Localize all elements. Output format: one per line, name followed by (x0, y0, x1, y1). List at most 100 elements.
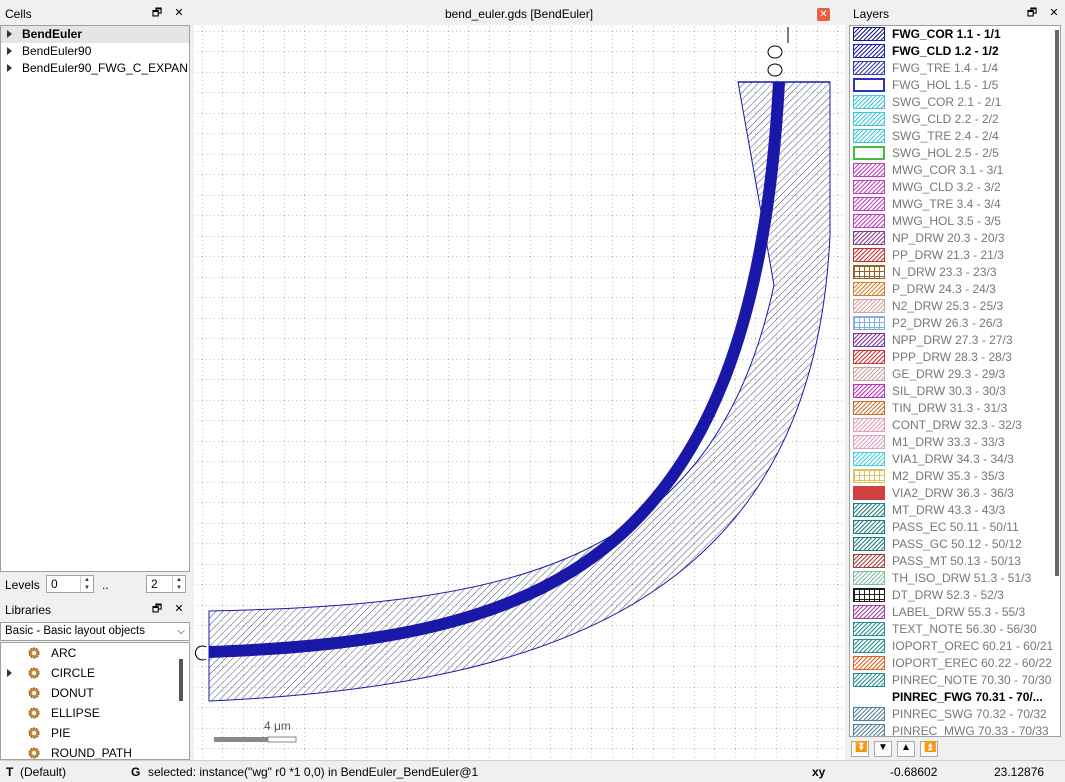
layer-swatch[interactable] (853, 316, 885, 330)
layer-swatch[interactable] (853, 265, 885, 279)
layer-swatch[interactable] (853, 503, 885, 517)
close-icon[interactable]: ✕ (174, 603, 184, 615)
layer-swatch[interactable] (853, 588, 885, 602)
library-select[interactable]: Basic - Basic layout objects ⌵ (0, 622, 190, 641)
levels-from-spinner[interactable]: 0 ▲ ▼ (46, 575, 94, 593)
library-item[interactable]: ARC (1, 643, 189, 663)
layer-item[interactable]: P_DRW 24.3 - 24/3 (850, 281, 1060, 298)
layers-list[interactable]: FWG_COR 1.1 - 1/1 FWG_CLD 1.2 - 1/2 FWG_TR… (849, 25, 1061, 737)
library-item[interactable]: ELLIPSE (1, 703, 189, 723)
layer-swatch[interactable] (853, 333, 885, 347)
layer-item[interactable]: VIA2_DRW 36.3 - 36/3 (850, 485, 1060, 502)
layer-item[interactable]: PPP_DRW 28.3 - 28/3 (850, 349, 1060, 366)
float-icon[interactable]: 🗗 (151, 603, 163, 615)
cells-tree[interactable]: BendEuler BendEuler90 BendEuler90_FWG_C_… (0, 25, 190, 572)
levels-to-spinner[interactable]: 2 ▲ ▼ (146, 575, 186, 593)
layer-swatch[interactable] (853, 129, 885, 143)
expand-icon[interactable] (7, 669, 12, 677)
layer-item[interactable]: MWG_TRE 3.4 - 3/4 (850, 196, 1060, 213)
layer-swatch[interactable] (853, 384, 885, 398)
layer-item[interactable]: SWG_COR 2.1 - 2/1 (850, 94, 1060, 111)
cell-item-bendeuler[interactable]: BendEuler (1, 26, 189, 43)
layer-item[interactable]: M2_DRW 35.3 - 35/3 (850, 468, 1060, 485)
layer-swatch[interactable] (853, 690, 885, 704)
layer-item[interactable]: FWG_CLD 1.2 - 1/2 (850, 43, 1060, 60)
layer-item[interactable]: LABEL_DRW 55.3 - 55/3 (850, 604, 1060, 621)
layer-item[interactable]: FWG_TRE 1.4 - 1/4 (850, 60, 1060, 77)
spinner-arrows-icon[interactable]: ▲ ▼ (172, 576, 185, 592)
expand-icon[interactable] (7, 64, 12, 72)
layer-item[interactable]: DT_DRW 52.3 - 52/3 (850, 587, 1060, 604)
layer-swatch[interactable] (853, 95, 885, 109)
layer-swatch[interactable] (853, 61, 885, 75)
library-scrollbar[interactable] (179, 659, 183, 701)
move-down-button[interactable]: ▼ (874, 741, 892, 757)
expand-icon[interactable] (7, 47, 12, 55)
layer-item[interactable]: TH_ISO_DRW 51.3 - 51/3 (850, 570, 1060, 587)
layer-swatch[interactable] (853, 163, 885, 177)
layer-swatch[interactable] (853, 554, 885, 568)
layer-item[interactable]: PP_DRW 21.3 - 21/3 (850, 247, 1060, 264)
layer-swatch[interactable] (853, 78, 885, 92)
layer-swatch[interactable] (853, 180, 885, 194)
cladding-shape[interactable] (208, 81, 831, 702)
layer-item[interactable]: N2_DRW 25.3 - 25/3 (850, 298, 1060, 315)
layer-swatch[interactable] (853, 707, 885, 721)
layer-item[interactable]: IOPORT_OREC 60.21 - 60/21 (850, 638, 1060, 655)
spinner-arrows-icon[interactable]: ▲ ▼ (80, 576, 93, 592)
layer-swatch[interactable] (853, 605, 885, 619)
layer-swatch[interactable] (853, 248, 885, 262)
layer-item[interactable]: TIN_DRW 31.3 - 31/3 (850, 400, 1060, 417)
close-icon[interactable]: ✕ (174, 7, 184, 19)
layer-swatch[interactable] (853, 622, 885, 636)
layer-item[interactable]: SWG_HOL 2.5 - 2/5 (850, 145, 1060, 162)
layer-swatch[interactable] (853, 724, 885, 736)
layer-item[interactable]: PASS_GC 50.12 - 50/12 (850, 536, 1060, 553)
layer-swatch[interactable] (853, 673, 885, 687)
layer-item[interactable]: MT_DRW 43.3 - 43/3 (850, 502, 1060, 519)
layer-swatch[interactable] (853, 197, 885, 211)
library-item[interactable]: ROUND_PATH (1, 743, 189, 759)
library-list[interactable]: ARC CIRCLE DONUT ELLIPSE PIE ROUND_PATH (0, 642, 190, 760)
layer-item[interactable]: PINREC_MWG 70.33 - 70/33 (850, 723, 1060, 736)
layer-item[interactable]: MWG_HOL 3.5 - 3/5 (850, 213, 1060, 230)
layer-item[interactable]: PASS_EC 50.11 - 50/11 (850, 519, 1060, 536)
close-layout-icon[interactable]: ✕ (817, 8, 830, 21)
layer-item[interactable]: GE_DRW 29.3 - 29/3 (850, 366, 1060, 383)
layer-item[interactable]: FWG_HOL 1.5 - 1/5 (850, 77, 1060, 94)
layout-view[interactable]: 4 μm (194, 25, 845, 760)
layer-item[interactable]: PASS_MT 50.13 - 50/13 (850, 553, 1060, 570)
layer-swatch[interactable] (853, 639, 885, 653)
layer-swatch[interactable] (853, 656, 885, 670)
move-up-button[interactable]: ▲ (897, 741, 915, 757)
layer-item[interactable]: PINREC_SWG 70.32 - 70/32 (850, 706, 1060, 723)
library-item[interactable]: DONUT (1, 683, 189, 703)
library-item[interactable]: CIRCLE (1, 663, 189, 683)
layer-swatch[interactable] (853, 486, 885, 500)
layer-swatch[interactable] (853, 435, 885, 449)
layer-item[interactable]: P2_DRW 26.3 - 26/3 (850, 315, 1060, 332)
layer-swatch[interactable] (853, 452, 885, 466)
library-item[interactable]: PIE (1, 723, 189, 743)
layer-item[interactable]: PINREC_NOTE 70.30 - 70/30 (850, 672, 1060, 689)
layer-swatch[interactable] (853, 537, 885, 551)
layer-swatch[interactable] (853, 112, 885, 126)
layer-swatch[interactable] (853, 282, 885, 296)
layer-swatch[interactable] (853, 214, 885, 228)
layer-item[interactable]: PINREC_FWG 70.31 - 70/... (850, 689, 1060, 706)
close-icon[interactable]: ✕ (1049, 7, 1059, 19)
layer-item[interactable]: N_DRW 23.3 - 23/3 (850, 264, 1060, 281)
move-top-button[interactable]: ⏫ (920, 741, 938, 757)
layer-item[interactable]: CONT_DRW 32.3 - 32/3 (850, 417, 1060, 434)
chevron-down-icon[interactable]: ⌵ (177, 626, 185, 637)
layer-swatch[interactable] (853, 367, 885, 381)
layer-swatch[interactable] (853, 27, 885, 41)
layer-swatch[interactable] (853, 146, 885, 160)
layer-item[interactable]: NPP_DRW 27.3 - 27/3 (850, 332, 1060, 349)
cell-item-bendeuler90[interactable]: BendEuler90 (1, 43, 189, 60)
layer-item[interactable]: VIA1_DRW 34.3 - 34/3 (850, 451, 1060, 468)
layers-scrollbar[interactable] (1055, 30, 1059, 576)
layer-swatch[interactable] (853, 299, 885, 313)
layer-swatch[interactable] (853, 44, 885, 58)
layer-swatch[interactable] (853, 571, 885, 585)
